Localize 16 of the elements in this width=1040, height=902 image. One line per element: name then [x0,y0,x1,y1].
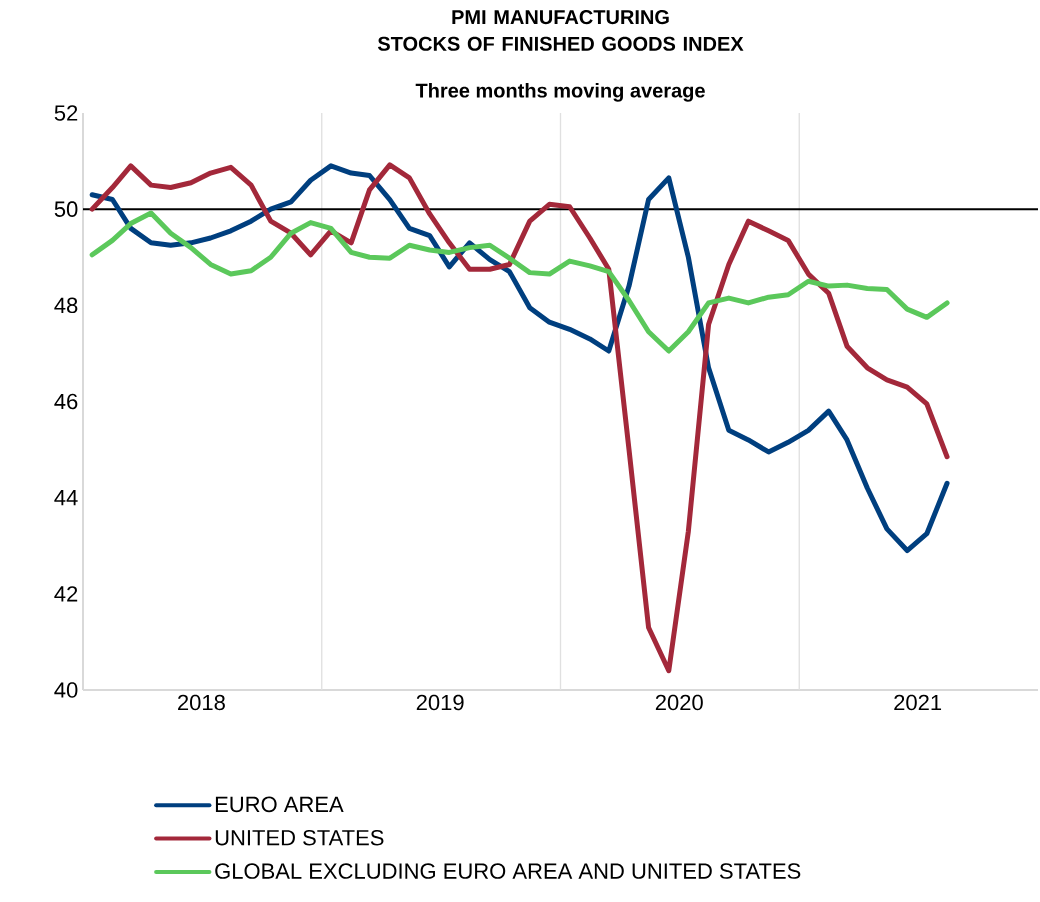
x-tick-label: 2019 [416,694,464,711]
y-tick-label: 48 [54,297,78,314]
y-tick-label: 42 [54,586,78,602]
legend-label: EURO AREA [215,796,344,813]
y-tick-label: 40 [54,682,78,698]
x-tick-label: 2021 [894,694,942,711]
legend-label: UNITED STATES [215,829,384,846]
y-tick-label: 46 [54,393,78,410]
y-tick-label: 52 [54,105,78,121]
x-tick-label: 2018 [178,694,225,711]
chart-subtitle: Three months moving average [415,82,705,102]
y-tick-label: 50 [54,201,78,217]
y-tick-label: 44 [54,490,78,506]
legend-label: GLOBAL EXCLUDING EURO AREA AND UNITED STATES [215,863,801,879]
x-tick-label: 2020 [655,694,703,711]
chart-title: PMI MANUFACTURING STOCKS OF FINISHED GOODS INDEX [377,10,744,51]
